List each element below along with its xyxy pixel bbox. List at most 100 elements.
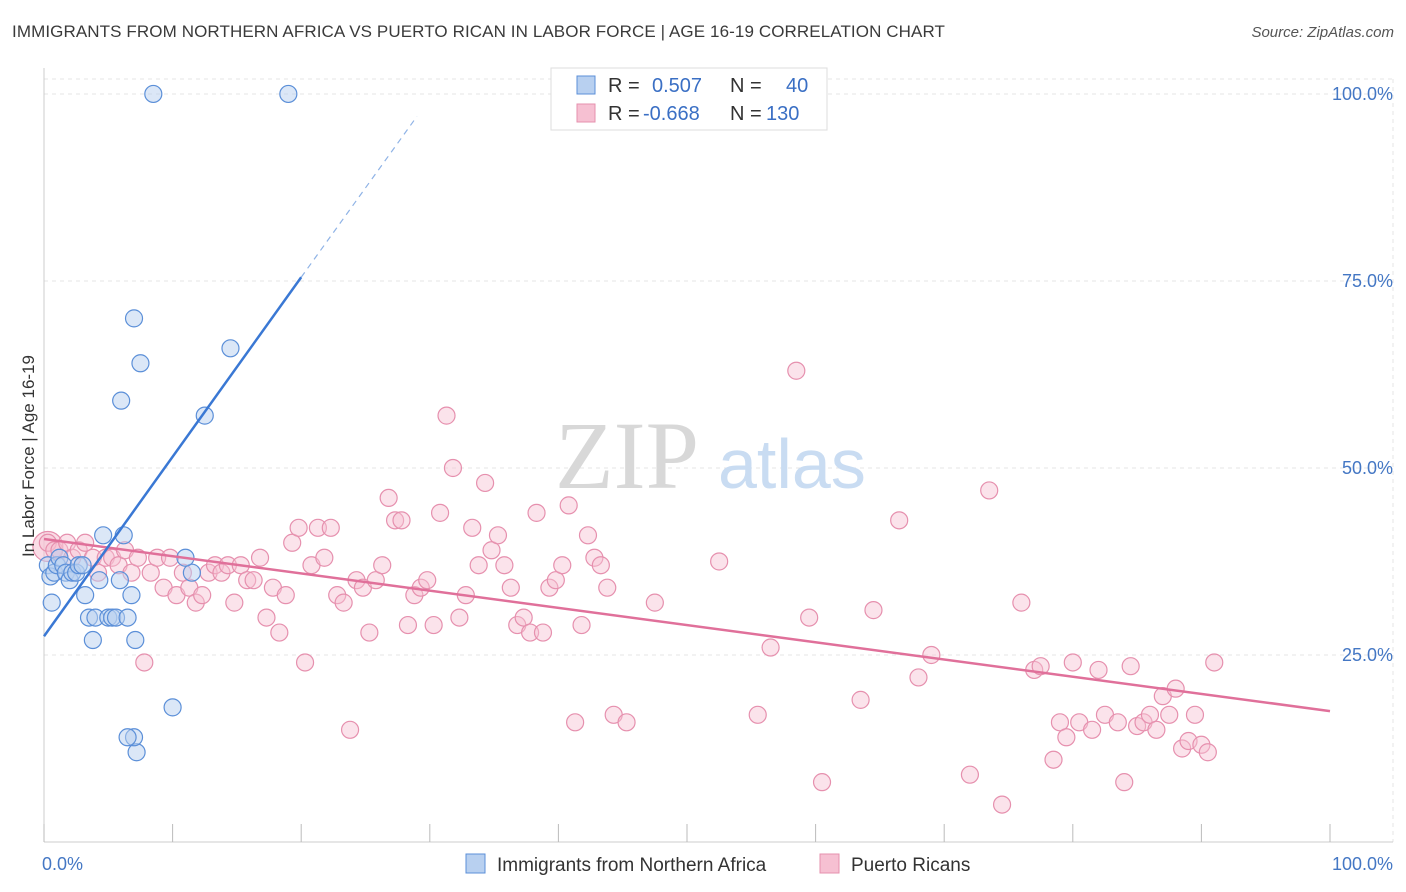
puerto-rican-point-78 (540, 578, 559, 597)
puerto-rican-point-52 (373, 556, 392, 575)
legend-r-value-2: -0.668 (643, 103, 700, 125)
bottom-legend-swatch-blue (465, 853, 486, 874)
y-tick-label-2: 75.0% (1342, 271, 1393, 291)
puerto-rican-point-74 (514, 608, 533, 627)
y-axis-label: In Labor Force | Age 16-19 (19, 355, 38, 557)
puerto-rican-point-121 (1140, 705, 1160, 724)
bottom-legend-swatch-pink (819, 853, 840, 874)
puerto-rican-point-93 (761, 638, 780, 657)
puerto-rican-point-33 (250, 548, 270, 567)
puerto-rican-point-63 (443, 458, 463, 478)
puerto-rican-point-114 (1089, 660, 1108, 680)
puerto-rican-point-57 (405, 586, 424, 605)
northern-africa-point-18 (94, 526, 113, 545)
puerto-rican-point-46 (334, 593, 353, 612)
puerto-rican-point-64 (450, 608, 469, 627)
puerto-rican-point-104 (992, 795, 1012, 814)
northern-africa-trend-extension (300, 116, 418, 278)
puerto-rican-point-131 (1205, 653, 1224, 672)
legend-n-value-1: 40 (786, 75, 808, 97)
puerto-rican-point-83 (572, 615, 591, 635)
puerto-rican-point-56 (398, 615, 418, 635)
puerto-rican-point-100 (909, 668, 928, 687)
northern-africa-point-17 (90, 571, 109, 590)
northern-africa-point-25 (122, 586, 141, 605)
puerto-rican-point-113 (1082, 720, 1102, 739)
northern-africa-point-15 (83, 630, 102, 650)
puerto-rican-point-98 (864, 601, 883, 620)
northern-africa-point-30 (118, 728, 137, 747)
puerto-rican-point-97 (851, 690, 870, 709)
puerto-rican-point-36 (270, 623, 289, 642)
source-label: Source: ZipAtlas.com (1251, 24, 1394, 41)
northern-africa-point-26 (126, 630, 145, 650)
legend-n-label-1: N = (730, 75, 762, 97)
puerto-rican-point-61 (430, 503, 450, 522)
watermark: ZIP atlas (555, 402, 866, 509)
northern-africa-points (38, 84, 298, 762)
legend-box (550, 67, 828, 131)
puerto-rican-point-111 (1063, 653, 1082, 672)
puerto-rican-point-102 (960, 765, 980, 784)
puerto-rican-point-103 (980, 481, 999, 500)
trend-lines (42, 116, 1331, 713)
chart-title: IMMIGRANTS FROM NORTHERN AFRICA VS PUERT… (12, 22, 946, 41)
puerto-rican-point-71 (495, 556, 514, 575)
puerto-rican-point-84 (578, 526, 598, 545)
legend-n-value-2: 130 (766, 103, 799, 125)
northern-africa-point-22 (110, 571, 129, 590)
x-tick-label-max: 100.0% (1332, 854, 1393, 874)
bottom-legend-label-1: Immigrants from Northern Africa (497, 855, 767, 876)
y-tick-label-1: 50.0% (1342, 458, 1393, 478)
puerto-rican-point-86 (591, 556, 610, 575)
puerto-rican-point-34 (257, 608, 276, 627)
northern-africa-point-13 (76, 586, 95, 605)
puerto-rican-point-108 (1044, 750, 1063, 769)
puerto-rican-point-116 (1108, 713, 1127, 732)
puerto-rican-point-124 (1160, 705, 1179, 724)
puerto-rican-point-14 (128, 548, 147, 567)
puerto-rican-points (32, 361, 1224, 814)
legend-r-value-1: 0.507 (652, 75, 702, 97)
y-tick-label-0: 25.0% (1342, 645, 1393, 665)
puerto-rican-point-118 (1121, 657, 1140, 676)
northern-africa-point-12 (73, 556, 92, 575)
puerto-rican-point-39 (289, 518, 308, 537)
puerto-rican-point-62 (437, 406, 456, 425)
puerto-rican-point-55 (392, 511, 411, 530)
puerto-rican-point-89 (617, 713, 636, 732)
northern-africa-point-27 (131, 354, 150, 373)
puerto-rican-point-130 (1198, 743, 1217, 762)
legend-r-label-1: R = (608, 75, 640, 97)
northern-africa-point-33 (182, 563, 201, 582)
legend-swatch-pink (576, 103, 596, 123)
puerto-rican-point-54 (385, 511, 405, 530)
y-tick-label-3: 100.0% (1332, 84, 1393, 104)
watermark-atlas: atlas (718, 425, 866, 503)
puerto-rican-point-53 (379, 488, 398, 508)
puerto-rican-point-77 (533, 623, 553, 642)
puerto-rican-point-109 (1050, 713, 1070, 732)
northern-africa-point-37 (279, 84, 298, 104)
puerto-rican-point-105 (1012, 593, 1031, 612)
puerto-rican-point-126 (1173, 739, 1192, 758)
puerto-rican-point-29 (225, 593, 244, 612)
puerto-rican-point-23 (186, 593, 205, 612)
puerto-rican-point-15 (135, 653, 154, 672)
puerto-rican-point-45 (328, 586, 347, 605)
puerto-rican-point-128 (1185, 705, 1205, 724)
puerto-rican-point-44 (321, 518, 340, 537)
puerto-rican-point-67 (469, 556, 488, 575)
puerto-rican-trend-line (43, 537, 1331, 713)
series-legend: Immigrants from Northern Africa Puerto R… (465, 853, 970, 876)
puerto-rican-point-129 (1192, 735, 1211, 754)
puerto-rican-point-60 (424, 615, 443, 635)
puerto-rican-point-24 (193, 586, 212, 605)
puerto-rican-point-91 (710, 552, 729, 571)
puerto-rican-point-37 (276, 586, 295, 605)
puerto-rican-point-92 (748, 705, 767, 724)
puerto-rican-point-81 (559, 496, 578, 515)
puerto-rican-point-31 (238, 571, 257, 590)
northern-africa-point-2 (42, 593, 61, 612)
